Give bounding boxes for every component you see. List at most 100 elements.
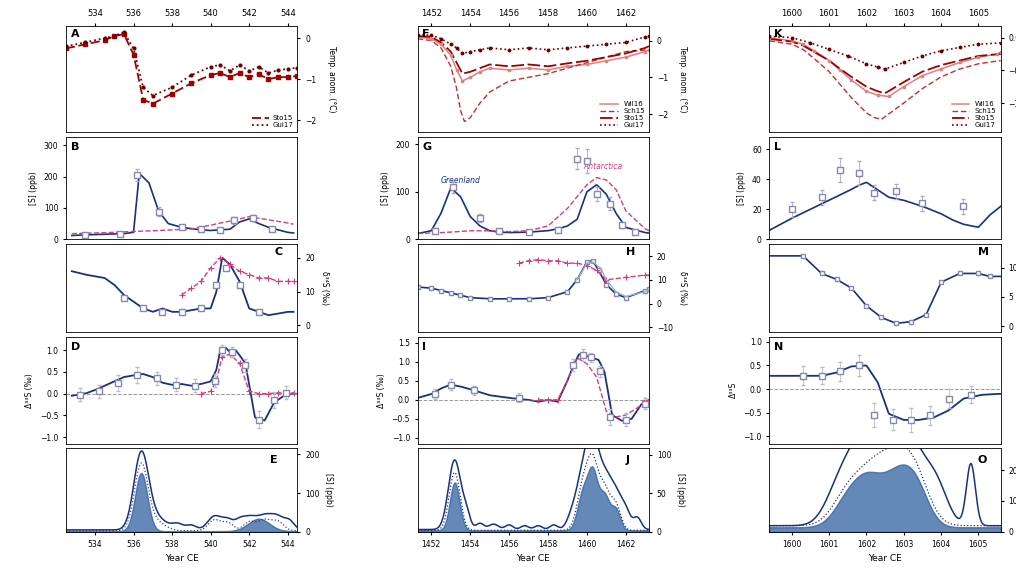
Wil16 [411, 33, 424, 40]
Sto15 [450, 59, 462, 66]
Sto15 [808, 48, 820, 55]
Wil16 [561, 63, 573, 70]
Sto15 [60, 45, 72, 52]
Sch15 [454, 107, 466, 114]
Line: Sch15: Sch15 [418, 39, 649, 121]
Sto15 [972, 52, 985, 59]
Wil16 [797, 41, 809, 48]
Wil16 [883, 93, 895, 100]
Wil16 [834, 67, 846, 74]
Gui17 [137, 84, 149, 91]
Sto15 [214, 70, 227, 76]
Sto15 [166, 90, 178, 97]
Gui17 [464, 48, 477, 55]
Y-axis label: [S] (ppb): [S] (ppb) [381, 171, 390, 205]
Gui17 [456, 50, 468, 57]
Gui17 [916, 52, 929, 59]
Wil16 [639, 48, 651, 55]
Gui17 [542, 47, 554, 53]
Line: Gui17: Gui17 [418, 35, 649, 53]
X-axis label: Year CE: Year CE [516, 554, 551, 563]
Sto15 [643, 43, 655, 49]
Wil16 [808, 47, 820, 54]
Sch15 [561, 65, 573, 72]
Wil16 [898, 83, 910, 90]
Sto15 [834, 66, 846, 72]
Sto15 [879, 90, 891, 97]
Sch15 [823, 68, 835, 75]
Wil16 [935, 66, 947, 72]
Wil16 [991, 51, 1003, 58]
Gui17 [503, 47, 515, 53]
Sto15 [118, 30, 130, 37]
Text: G: G [423, 141, 432, 152]
Wil16 [484, 65, 496, 72]
X-axis label: Year CE: Year CE [869, 554, 902, 563]
Sto15 [435, 39, 447, 46]
Wil16 [823, 57, 835, 64]
Line: Sto15: Sto15 [418, 36, 649, 74]
Gui17 [272, 67, 284, 74]
Gui17 [484, 44, 496, 51]
Sto15 [204, 72, 216, 79]
Sto15 [464, 68, 477, 75]
Gui17 [118, 29, 130, 36]
Sch15 [473, 99, 486, 106]
Sch15 [600, 53, 613, 60]
Gui17 [861, 60, 873, 67]
Sch15 [411, 35, 424, 42]
Sch15 [797, 46, 809, 53]
Sch15 [464, 114, 477, 121]
Sch15 [972, 60, 985, 67]
Gui17 [262, 70, 274, 76]
Sto15 [916, 68, 929, 75]
Legend: Sto15, Gui17: Sto15, Gui17 [251, 114, 294, 129]
Gui17 [872, 64, 884, 71]
Line: Wil16: Wil16 [418, 37, 649, 81]
Wil16 [464, 74, 477, 81]
Sto15 [445, 48, 457, 55]
Line: Wil16: Wil16 [769, 37, 1001, 97]
Gui17 [426, 32, 438, 39]
Y-axis label: Temp. anom. (°C): Temp. anom. (°C) [326, 46, 335, 113]
Sch15 [898, 99, 910, 106]
Gui17 [879, 66, 891, 72]
Wil16 [872, 92, 884, 99]
Wil16 [522, 65, 534, 72]
Gui17 [108, 33, 120, 40]
Text: L: L [774, 141, 781, 152]
Sto15 [503, 63, 515, 70]
Text: O: O [977, 455, 987, 466]
Y-axis label: Δ³³S (‰): Δ³³S (‰) [25, 373, 35, 408]
Wil16 [473, 68, 486, 75]
Gui17 [473, 47, 486, 53]
Gui17 [99, 34, 111, 41]
Text: I: I [423, 342, 427, 352]
Sch15 [643, 47, 655, 53]
Sto15 [108, 33, 120, 40]
Sto15 [797, 42, 809, 49]
Gui17 [204, 63, 216, 70]
Sto15 [600, 53, 613, 60]
Line: Gui17: Gui17 [769, 36, 1001, 69]
Sto15 [127, 51, 139, 58]
Gui17 [224, 67, 236, 74]
Sto15 [224, 74, 236, 81]
Gui17 [823, 46, 835, 53]
Text: D: D [71, 342, 80, 352]
Sto15 [281, 74, 294, 81]
Sto15 [146, 100, 158, 107]
Gui17 [935, 47, 947, 54]
Sto15 [845, 74, 858, 81]
Y-axis label: Δ³³S: Δ³³S [728, 382, 738, 398]
Wil16 [542, 67, 554, 74]
Text: M: M [977, 247, 989, 256]
Sch15 [935, 74, 947, 81]
Sch15 [785, 41, 798, 48]
Line: Sto15: Sto15 [66, 34, 298, 104]
Sch15 [426, 37, 438, 44]
Sch15 [522, 74, 534, 81]
Gui17 [643, 33, 655, 40]
Gui17 [785, 34, 798, 41]
Sto15 [253, 71, 265, 78]
